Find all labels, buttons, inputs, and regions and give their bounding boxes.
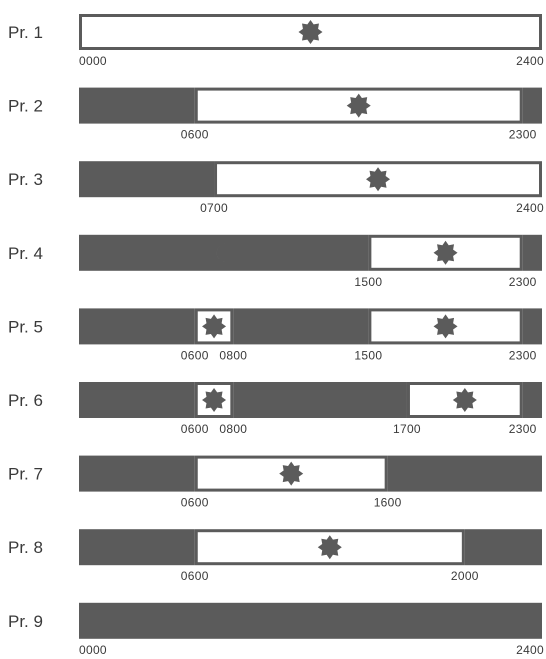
day-segment — [194, 529, 465, 566]
program-bar — [79, 602, 542, 639]
time-tick-label: 1500 — [354, 348, 382, 362]
time-tick-label: 2400 — [516, 201, 544, 215]
night-segment — [464, 529, 542, 566]
time-tick-label: 2400 — [516, 643, 544, 657]
time-tick-label: 0700 — [200, 201, 228, 215]
program-row: Pr. 2 0600 2300 — [8, 87, 542, 142]
night-segment — [522, 234, 542, 271]
night-segment — [387, 455, 542, 492]
program-label: Pr. 1 — [8, 23, 43, 42]
time-tick-label: 2300 — [509, 422, 537, 436]
night-segment — [79, 382, 195, 418]
day-segment — [368, 308, 523, 345]
night-segment — [79, 602, 542, 639]
program-label: Pr. 6 — [8, 391, 43, 410]
program-label: Pr. 3 — [8, 170, 43, 189]
day-segment — [194, 308, 234, 345]
time-tick-label: 0800 — [219, 348, 247, 362]
program-label: Pr. 9 — [8, 612, 43, 631]
sun-icon — [366, 167, 391, 192]
time-tick-label: 0600 — [181, 569, 209, 583]
time-tick-label: 0600 — [181, 128, 209, 142]
night-segment — [522, 87, 542, 124]
night-segment — [79, 529, 195, 566]
time-tick-label: 1700 — [393, 422, 421, 436]
time-tick-label: 1500 — [354, 275, 382, 289]
program-label: Pr. 4 — [8, 244, 43, 263]
night-segment — [79, 308, 195, 345]
night-segment — [522, 382, 542, 418]
time-tick-label: 2000 — [451, 569, 479, 583]
program-bar — [79, 382, 542, 418]
day-segment — [368, 234, 523, 271]
time-tick-label: 2300 — [509, 275, 537, 289]
program-bar — [79, 455, 542, 492]
program-row: Pr. 1 0000 2400 — [8, 14, 544, 68]
night-segment — [79, 161, 215, 198]
program-row: Pr. 8 0600 2000 — [8, 529, 542, 583]
day-segment — [194, 455, 388, 492]
day-segment — [194, 382, 234, 418]
time-tick-label: 0000 — [79, 643, 107, 657]
night-segment — [522, 308, 542, 345]
program-bar — [79, 529, 542, 566]
program-bar — [79, 308, 542, 345]
time-tick-label: 1600 — [374, 496, 402, 510]
sun-icon — [346, 93, 371, 118]
sun-icon — [452, 388, 477, 412]
program-row: Pr. 5 0600 0800 1500 2300 — [8, 308, 542, 362]
time-tick-label: 0600 — [181, 496, 209, 510]
day-segment — [214, 161, 542, 198]
sun-icon — [317, 535, 342, 560]
program-row: Pr. 9 0000 2400 — [8, 602, 544, 657]
program-label: Pr. 2 — [8, 97, 43, 116]
program-label: Pr. 8 — [8, 538, 43, 557]
night-segment — [79, 87, 195, 124]
time-tick-label: 0600 — [181, 422, 209, 436]
program-label: Pr. 5 — [8, 317, 43, 336]
program-label: Pr. 7 — [8, 465, 43, 484]
night-segment — [233, 382, 407, 418]
program-row: Pr. 3 0700 2400 — [8, 161, 544, 215]
time-tick-label: 2300 — [509, 128, 537, 142]
sun-icon — [279, 461, 304, 486]
program-row: Pr. 7 0600 1600 — [8, 455, 542, 510]
day-segment — [79, 14, 542, 50]
time-tick-label: 0000 — [79, 54, 107, 68]
day-segment — [406, 382, 523, 418]
time-tick-label: 2400 — [516, 54, 544, 68]
program-row: Pr. 6 0600 0800 1700 2300 — [8, 382, 542, 436]
program-row: Pr. 4 1500 2300 — [8, 234, 542, 289]
sun-icon — [433, 314, 458, 339]
sun-icon — [298, 20, 323, 44]
night-segment — [79, 234, 369, 271]
day-segment — [194, 87, 523, 124]
time-tick-label: 2300 — [509, 348, 537, 362]
program-bar — [79, 161, 542, 198]
program-bar — [79, 234, 542, 271]
night-segment — [233, 308, 369, 345]
sun-icon — [202, 314, 227, 339]
night-segment — [79, 455, 195, 492]
time-tick-label: 0800 — [219, 422, 247, 436]
sun-icon — [433, 240, 458, 265]
program-bar — [79, 87, 542, 124]
time-tick-label: 0600 — [181, 348, 209, 362]
sun-icon — [202, 388, 227, 412]
program-bar — [79, 14, 542, 50]
